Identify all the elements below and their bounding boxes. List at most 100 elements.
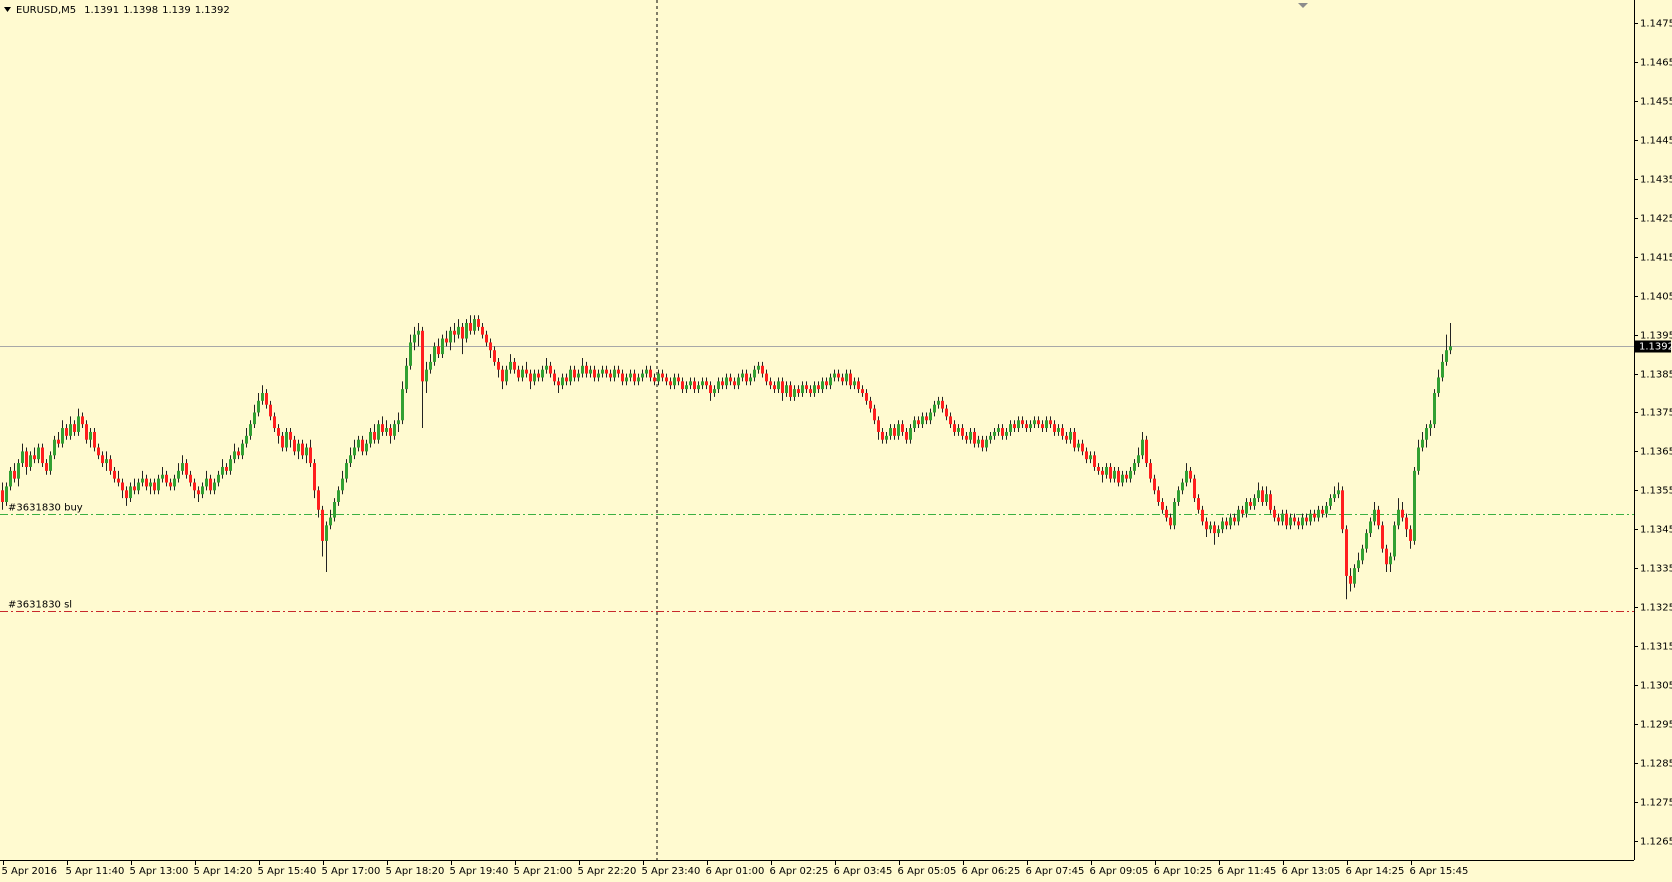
candle-body xyxy=(1177,490,1180,502)
candle-body xyxy=(1345,529,1348,576)
candle-body xyxy=(1225,521,1228,526)
candle-body xyxy=(481,326,484,335)
candle-body xyxy=(813,385,816,394)
x-tick-label: 6 Apr 07:45 xyxy=(1026,866,1085,877)
candle-body xyxy=(105,459,108,464)
y-tick-label: 1.1415 xyxy=(1640,253,1672,264)
candle-body xyxy=(1061,428,1064,436)
candle-body xyxy=(1101,470,1104,475)
candle-body xyxy=(1053,424,1056,432)
candle-body xyxy=(785,385,788,394)
candle-body xyxy=(1445,350,1448,362)
candle-body xyxy=(817,385,820,390)
candle-body xyxy=(69,424,72,436)
candle-body xyxy=(185,463,188,475)
candle-body xyxy=(1033,420,1036,425)
candle-body xyxy=(501,369,504,382)
candle-body xyxy=(1005,431,1008,436)
candle-body xyxy=(1161,501,1164,510)
candle-body xyxy=(909,428,912,440)
candle-body xyxy=(129,486,132,499)
candle-body xyxy=(485,334,488,343)
y-tick-label: 1.1365 xyxy=(1640,447,1672,458)
candle-body xyxy=(917,420,920,425)
candle-body xyxy=(913,420,916,429)
candle-body xyxy=(541,369,544,378)
symbol: EURUSD,M5 xyxy=(16,5,76,16)
candle-body xyxy=(825,381,828,386)
candle-body xyxy=(1089,455,1092,460)
candle-body xyxy=(981,439,984,448)
ohlc-value: 1.139 xyxy=(162,5,191,16)
candle-body xyxy=(1409,529,1412,541)
candle-body xyxy=(809,389,812,394)
candle-body xyxy=(677,377,680,382)
candle-body xyxy=(993,431,996,436)
candle-body xyxy=(429,361,432,370)
candle-body xyxy=(89,431,92,440)
candle-body xyxy=(293,439,296,452)
candle-body xyxy=(921,416,924,425)
y-tick-label: 1.1405 xyxy=(1640,292,1672,303)
candle-body xyxy=(417,330,420,335)
candle-body xyxy=(85,424,88,440)
candle-body xyxy=(553,373,556,382)
candle-body xyxy=(405,365,408,390)
candle-body xyxy=(965,435,968,440)
candle-body xyxy=(685,385,688,390)
candle-body xyxy=(1285,513,1288,526)
candle-body xyxy=(125,490,128,499)
candle-body xyxy=(597,373,600,378)
candle-body xyxy=(569,369,572,382)
candle-body xyxy=(221,466,224,475)
y-tick-label: 1.1375 xyxy=(1640,408,1672,419)
candle-body xyxy=(37,447,40,460)
candle-body xyxy=(341,478,344,491)
candle-body xyxy=(925,416,928,421)
candle-body xyxy=(901,424,904,432)
candle-body xyxy=(529,373,532,382)
candle-body xyxy=(1337,490,1340,495)
candle-body xyxy=(21,451,24,464)
x-tick-label: 5 Apr 23:40 xyxy=(642,866,701,877)
candle-body xyxy=(437,346,440,355)
candle-body xyxy=(229,459,232,471)
x-tick-label: 6 Apr 15:45 xyxy=(1410,866,1469,877)
candle-body xyxy=(1197,498,1200,510)
candle-body xyxy=(425,369,428,382)
candle-body xyxy=(757,365,760,370)
ohlc-value: 1.1392 xyxy=(195,5,230,16)
candle-body xyxy=(957,428,960,432)
candle-body xyxy=(1401,509,1404,518)
candle-body xyxy=(577,373,580,378)
candle-body xyxy=(361,439,364,452)
y-tick-label: 1.1335 xyxy=(1640,564,1672,575)
candle-body xyxy=(469,322,472,331)
candle-body xyxy=(745,373,748,382)
y-tick-label: 1.1265 xyxy=(1640,837,1672,848)
candle-body xyxy=(349,455,352,464)
candle-body xyxy=(1,490,4,502)
candle-body xyxy=(1301,517,1304,526)
candle-body xyxy=(973,431,976,444)
candle-body xyxy=(1133,463,1136,471)
candle-body xyxy=(269,404,272,417)
candle-body xyxy=(61,428,64,444)
candle-body xyxy=(821,381,824,390)
candle-body xyxy=(709,385,712,394)
candle-body xyxy=(457,326,460,335)
candle-body xyxy=(169,482,172,487)
candle-body xyxy=(1397,509,1400,526)
candle-body xyxy=(237,451,240,456)
candle-body xyxy=(1169,517,1172,526)
candle-body xyxy=(1349,575,1352,584)
candle-body xyxy=(465,322,468,339)
candle-body xyxy=(601,369,604,374)
candle-body xyxy=(393,424,396,436)
candle-body xyxy=(93,431,96,448)
candle-body xyxy=(385,428,388,432)
candle-body xyxy=(273,416,276,429)
candle-body xyxy=(1381,525,1384,549)
candle-body xyxy=(317,490,320,510)
